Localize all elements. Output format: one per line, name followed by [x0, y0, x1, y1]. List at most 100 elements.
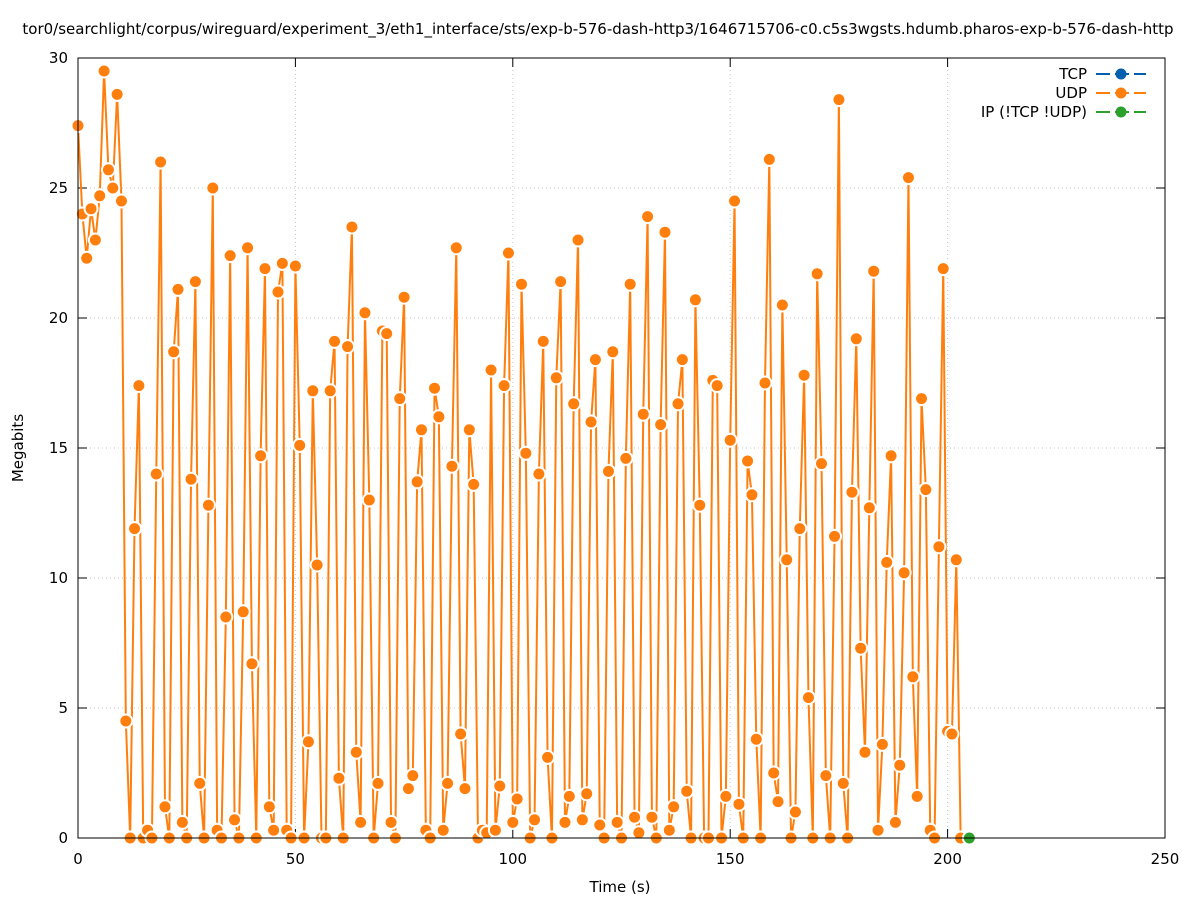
axis-ticks: 0 5 10 15 20 25 30 0 50 100 150 200 250	[49, 49, 1179, 868]
data-point	[357, 305, 373, 321]
data-point	[287, 258, 303, 274]
data-point	[861, 500, 877, 516]
legend-label: UDP	[1055, 84, 1087, 102]
data-point	[770, 794, 786, 810]
data-point	[570, 232, 586, 248]
data-point	[105, 180, 121, 196]
data-point	[370, 775, 386, 791]
data-point	[327, 333, 343, 349]
data-point	[400, 781, 416, 797]
data-point	[931, 539, 947, 555]
data-point	[192, 775, 208, 791]
data-point	[292, 437, 308, 453]
data-point	[87, 232, 103, 248]
data-point	[879, 554, 895, 570]
data-point	[914, 391, 930, 407]
data-point	[353, 814, 369, 830]
data-point	[222, 248, 238, 264]
data-point	[640, 209, 656, 225]
data-point	[553, 274, 569, 290]
data-point	[435, 822, 451, 838]
data-point	[183, 471, 199, 487]
data-point	[535, 333, 551, 349]
data-point	[274, 255, 290, 271]
x-tick-label: 100	[498, 850, 527, 868]
data-point	[944, 726, 960, 742]
data-point	[848, 331, 864, 347]
y-tick-label: 15	[49, 439, 68, 457]
data-point	[187, 274, 203, 290]
data-point	[774, 297, 790, 313]
data-point	[466, 476, 482, 492]
legend-label: IP (!TCP !UDP)	[981, 103, 1087, 121]
data-point	[887, 814, 903, 830]
legend-label: TCP	[1058, 65, 1087, 83]
data-point	[896, 565, 912, 581]
data-point	[796, 367, 812, 383]
data-point	[513, 276, 529, 292]
data-point	[405, 768, 421, 784]
data-point	[883, 448, 899, 464]
data-point	[605, 344, 621, 360]
series-layer	[70, 63, 977, 846]
data-point	[809, 266, 825, 282]
data-point	[731, 796, 747, 812]
data-point	[166, 344, 182, 360]
data-point	[444, 458, 460, 474]
data-point	[396, 289, 412, 305]
data-point	[240, 240, 256, 256]
data-point	[905, 669, 921, 685]
data-point	[874, 736, 890, 752]
data-point	[744, 487, 760, 503]
data-point	[935, 261, 951, 277]
data-point	[461, 422, 477, 438]
data-point	[718, 788, 734, 804]
data-point	[200, 497, 216, 513]
data-point	[918, 482, 934, 498]
data-point	[305, 383, 321, 399]
y-axis-title: Megabits	[9, 414, 27, 482]
data-point	[174, 814, 190, 830]
data-point	[631, 825, 647, 841]
x-axis-title: Time (s)	[589, 878, 651, 896]
data-point	[170, 281, 186, 297]
data-point	[79, 250, 95, 266]
data-point	[218, 609, 234, 625]
data-point	[592, 817, 608, 833]
data-point	[96, 63, 112, 79]
data-point	[383, 814, 399, 830]
data-point	[157, 799, 173, 815]
data-point	[787, 804, 803, 820]
y-tick-label: 5	[58, 699, 68, 717]
data-point	[779, 552, 795, 568]
data-point	[727, 193, 743, 209]
data-point	[427, 380, 443, 396]
data-point	[657, 224, 673, 240]
data-point	[548, 370, 564, 386]
data-point	[574, 812, 590, 828]
data-point	[800, 690, 816, 706]
data-point	[853, 640, 869, 656]
data-point	[92, 188, 108, 204]
data-point	[409, 474, 425, 490]
data-point	[227, 812, 243, 828]
data-point	[948, 552, 964, 568]
x-tick-label: 50	[286, 850, 305, 868]
data-point	[814, 456, 830, 472]
data-point	[827, 528, 843, 544]
data-point	[205, 180, 221, 196]
data-point	[722, 432, 738, 448]
x-tick-label: 150	[716, 850, 745, 868]
data-point	[540, 749, 556, 765]
data-point	[692, 497, 708, 513]
data-point	[870, 822, 886, 838]
data-point	[457, 781, 473, 797]
y-tick-label: 20	[49, 309, 68, 327]
data-point	[261, 799, 277, 815]
data-point	[579, 786, 595, 802]
legend-marker	[1115, 68, 1127, 80]
data-point	[244, 656, 260, 672]
data-point	[740, 453, 756, 469]
data-point	[109, 86, 125, 102]
data-point	[557, 814, 573, 830]
